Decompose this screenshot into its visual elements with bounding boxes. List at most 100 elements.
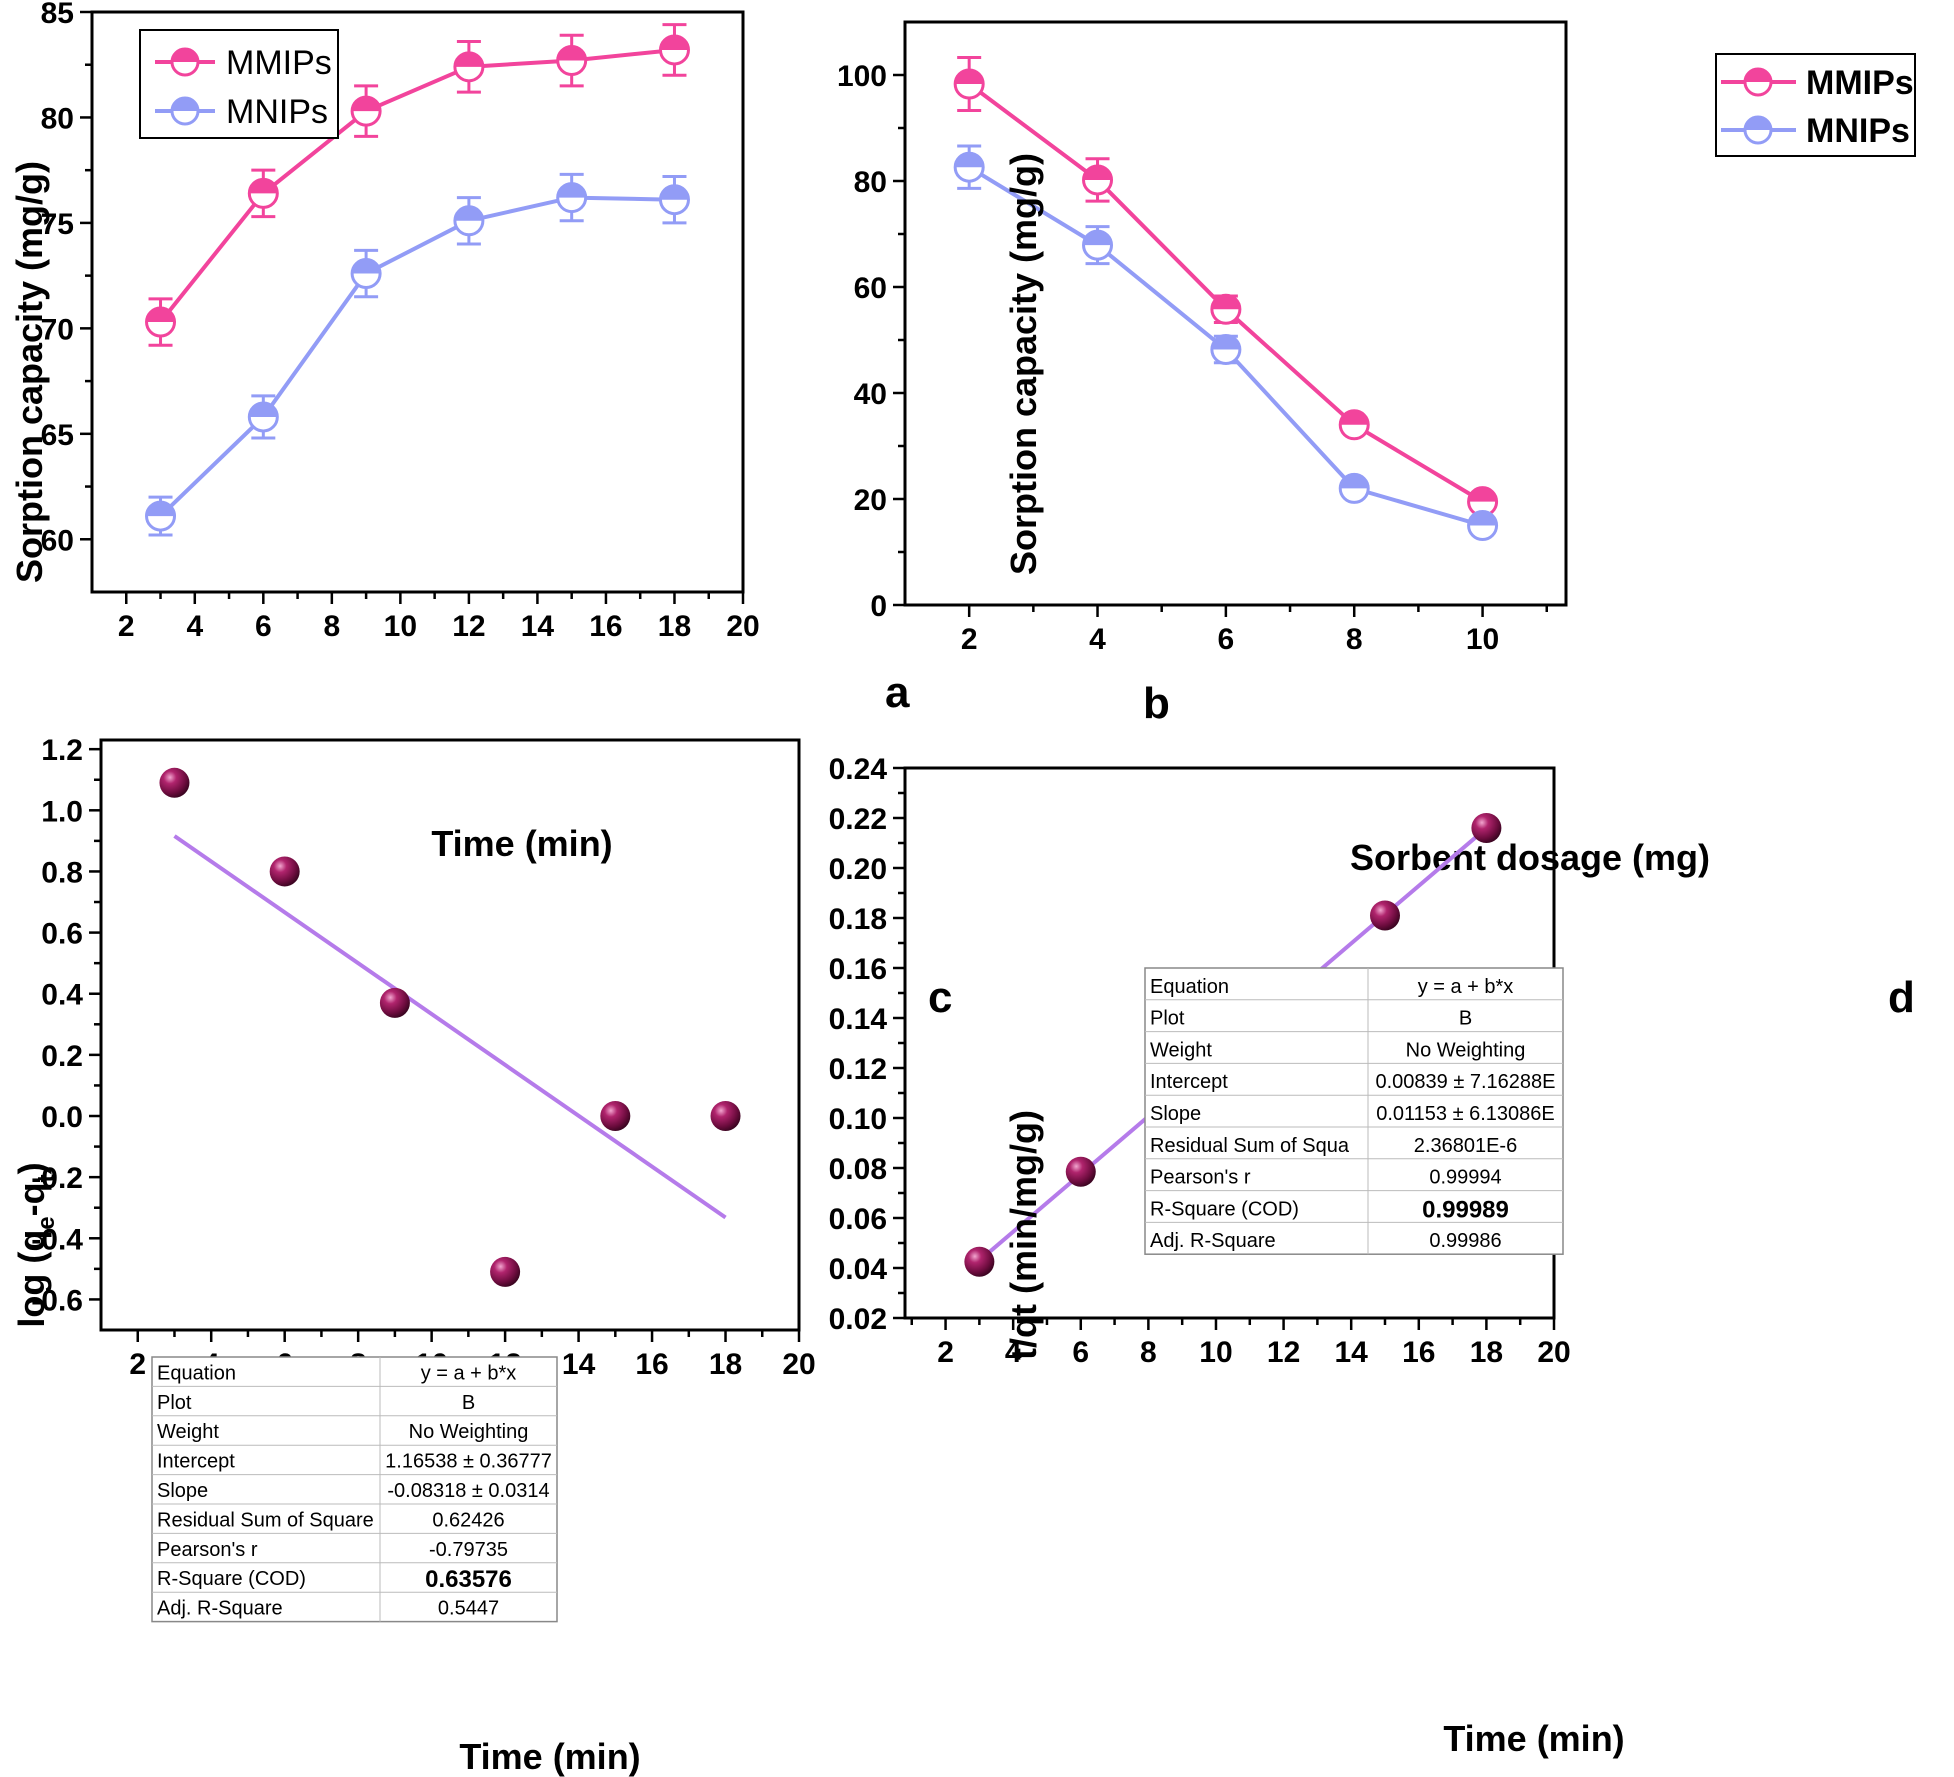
data-point-mnips-fill <box>1083 231 1112 246</box>
y-tick-label-c: 0.4 <box>41 979 83 1012</box>
plot-frame-a <box>90 10 745 594</box>
stats-label: Equation <box>157 1362 236 1384</box>
stats-value: -0.79735 <box>429 1539 508 1561</box>
stats-value: y = a + b*x <box>1418 976 1514 998</box>
legend-a <box>139 29 339 139</box>
y-tick-label-d: 0.20 <box>829 853 887 886</box>
stats-value: 0.01153 ± 6.13086E <box>1376 1103 1555 1125</box>
y-axis-title-b: Sorption capacity (mg/g) <box>1003 153 1044 575</box>
x-tick-label-a: 18 <box>658 610 691 643</box>
stats-value: B <box>462 1392 475 1414</box>
y-tick-label-a: 60 <box>41 524 74 557</box>
y-tick-label-d: 0.24 <box>829 753 888 786</box>
data-point-mnips-fill <box>454 206 483 221</box>
y-tick-label-d: 0.02 <box>829 1303 887 1336</box>
y-tick-label-d: 0.12 <box>829 1053 887 1086</box>
x-axis-title-d: Time (min) <box>1443 1718 1624 1759</box>
y-tick-label-c: 0.8 <box>41 856 83 889</box>
x-tick-label-d: 4 <box>1005 1336 1022 1369</box>
x-tick-label-a: 16 <box>589 610 622 643</box>
data-point-mnips-fill <box>660 185 689 200</box>
x-tick-label-b: 4 <box>1089 623 1106 656</box>
stats-value: 0.99986 <box>1429 1230 1501 1252</box>
data-point-mnips-fill <box>249 402 278 417</box>
data-point-c <box>710 1101 741 1132</box>
data-point-mnips-fill <box>146 502 175 517</box>
chart-panel-c: 2468101214161820-0.6-0.4-0.20.00.20.40.6… <box>11 734 952 1777</box>
stats-label: Equation <box>1150 976 1229 998</box>
y-tick-label-a: 70 <box>41 313 74 346</box>
panel-label-a: a <box>885 668 910 717</box>
stats-value: 0.5447 <box>438 1598 499 1620</box>
data-point-mmips-fill <box>146 308 175 323</box>
data-point-mmips-fill <box>352 97 381 112</box>
x-tick-label-a: 14 <box>521 610 555 643</box>
data-point-d <box>964 1246 995 1277</box>
y-tick-label-a: 80 <box>41 102 74 135</box>
x-tick-label-d: 6 <box>1072 1336 1089 1369</box>
data-point-mmips-fill <box>454 52 483 67</box>
stats-value: -0.08318 ± 0.0314 <box>387 1480 549 1502</box>
stats-label: R-Square (COD) <box>157 1568 306 1590</box>
y-tick-label-c: 0.6 <box>41 918 83 951</box>
data-point-c <box>490 1256 521 1287</box>
x-axis-title-a: Time (min) <box>431 823 612 864</box>
series-line-mmips <box>967 82 1484 504</box>
x-tick-label-d: 14 <box>1335 1336 1369 1369</box>
x-tick-label-d: 2 <box>937 1336 954 1369</box>
y-tick-label-c: -0.4 <box>31 1223 83 1256</box>
data-point-c <box>159 767 190 798</box>
y-tick-label-d: 0.22 <box>829 803 887 836</box>
data-point-mmips-fill <box>557 46 586 61</box>
plot-frame-b <box>903 20 1568 607</box>
y-tick-label-c: 0.2 <box>41 1040 83 1073</box>
x-axis-title-c: Time (min) <box>459 1736 640 1777</box>
stats-label: Plot <box>1150 1008 1185 1030</box>
stats-value: No Weighting <box>1406 1039 1526 1061</box>
stats-value: 0.62426 <box>432 1509 504 1531</box>
data-point-mmips-fill <box>660 35 689 50</box>
data-point-mnips-fill <box>955 153 984 168</box>
x-tick-label-a: 10 <box>384 610 417 643</box>
x-tick-label-c: 16 <box>635 1348 668 1381</box>
stats-value: No Weighting <box>409 1421 529 1443</box>
data-point-mmips-fill <box>1083 165 1112 180</box>
series-line-mnips <box>159 195 675 518</box>
stats-value: 0.63576 <box>425 1566 512 1593</box>
x-tick-label-c: 18 <box>709 1348 742 1381</box>
y-axis-title-c: log (qe-qt) <box>11 1162 60 1327</box>
panel-label-c: c <box>928 973 952 1022</box>
data-point-mmips-fill <box>1211 295 1240 310</box>
y-tick-label-b: 100 <box>837 60 887 93</box>
data-point-mmips-fill <box>1340 410 1369 425</box>
y-tick-label-c: 0.0 <box>41 1101 83 1134</box>
y-tick-label-b: 20 <box>854 484 887 517</box>
stats-value: 0.99994 <box>1429 1167 1501 1189</box>
legend-b-mnips: MNIPs <box>1806 112 1910 150</box>
y-tick-label-b: 80 <box>854 166 887 199</box>
stats-value: 2.36801E-6 <box>1414 1135 1517 1157</box>
stats-label: Residual Sum of Square <box>157 1509 374 1531</box>
x-axis-title-b: Sorbent dosage (mg) <box>1350 837 1710 878</box>
stats-label: Adj. R-Square <box>1150 1230 1276 1252</box>
stats-value: B <box>1459 1008 1472 1030</box>
x-tick-label-b: 10 <box>1466 623 1499 656</box>
data-point-d <box>1369 900 1400 931</box>
stats-label: Pearson's r <box>157 1539 258 1561</box>
y-tick-label-d: 0.10 <box>829 1103 887 1136</box>
x-tick-label-b: 6 <box>1218 623 1235 656</box>
x-tick-label-a: 4 <box>186 610 203 643</box>
stats-value: 1.16538 ± 0.36777 <box>385 1451 552 1473</box>
panel-label-d: d <box>1888 973 1915 1022</box>
data-point-mmips-fill <box>249 179 278 194</box>
data-point-mnips-fill <box>1468 511 1497 526</box>
y-tick-label-d: 0.16 <box>829 953 887 986</box>
y-tick-label-c: -0.6 <box>31 1284 83 1317</box>
stats-value: y = a + b*x <box>421 1362 517 1384</box>
stats-label: Slope <box>1150 1103 1201 1125</box>
y-tick-label-c: -0.2 <box>31 1162 83 1195</box>
data-point-mnips-fill <box>557 183 586 198</box>
stats-table-c: Equation y = a + b*x Plot B Weight No Weighti… <box>151 1356 558 1623</box>
